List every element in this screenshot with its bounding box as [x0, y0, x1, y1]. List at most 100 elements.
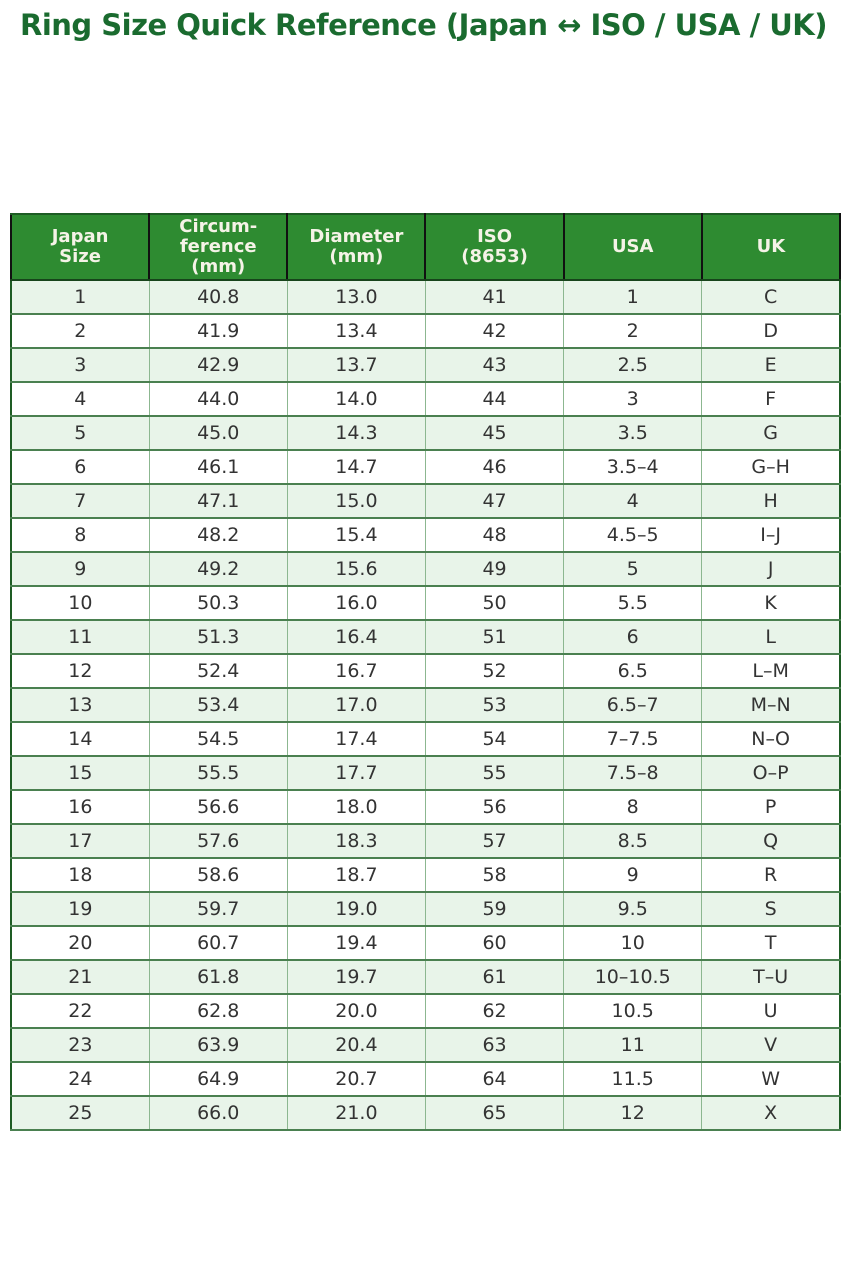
- cell-japan: 20: [10, 925, 150, 962]
- cell-uk: J: [701, 551, 841, 588]
- cell-diameter: 20.0: [286, 993, 426, 1030]
- cell-japan: 23: [10, 1027, 150, 1064]
- cell-circumference: 63.9: [148, 1027, 288, 1064]
- cell-circumference: 41.9: [148, 313, 288, 350]
- cell-japan: 3: [10, 347, 150, 384]
- cell-circumference: 60.7: [148, 925, 288, 962]
- cell-iso: 51: [424, 619, 565, 656]
- cell-circumference: 47.1: [148, 483, 288, 520]
- cell-uk: Q: [701, 823, 841, 860]
- cell-iso: 63: [424, 1027, 565, 1064]
- cell-japan: 8: [10, 517, 150, 554]
- cell-iso: 46: [424, 449, 565, 486]
- cell-iso: 55: [424, 755, 565, 792]
- cell-iso: 61: [424, 959, 565, 996]
- table-row: 23 63.9 20.4 63 11 V: [10, 1027, 841, 1064]
- table-row: 5 45.0 14.3 45 3.5 G: [10, 415, 841, 452]
- cell-usa: 10: [563, 925, 703, 962]
- cell-usa: 2.5: [563, 347, 703, 384]
- cell-uk: L–M: [701, 653, 841, 690]
- cell-uk: O–P: [701, 755, 841, 792]
- cell-uk: X: [701, 1095, 841, 1132]
- cell-diameter: 17.0: [286, 687, 426, 724]
- column-header-usa: USA: [562, 212, 703, 282]
- table-row: 21 61.8 19.7 61 10–10.5 T–U: [10, 959, 841, 996]
- cell-circumference: 58.6: [148, 857, 288, 894]
- cell-uk: K: [701, 585, 841, 622]
- cell-usa: 5.5: [563, 585, 703, 622]
- cell-iso: 64: [424, 1061, 565, 1098]
- cell-diameter: 14.3: [286, 415, 426, 452]
- cell-usa: 10–10.5: [563, 959, 703, 996]
- header-row: Japan Size Circum- ference (mm) Diameter (…: [9, 212, 842, 282]
- cell-uk: T–U: [701, 959, 841, 996]
- cell-iso: 49: [424, 551, 565, 588]
- table-row: 17 57.6 18.3 57 8.5 Q: [10, 823, 841, 860]
- cell-diameter: 14.7: [286, 449, 426, 486]
- cell-diameter: 18.0: [286, 789, 426, 826]
- cell-diameter: 16.7: [286, 653, 426, 690]
- cell-usa: 3: [563, 381, 703, 418]
- cell-japan: 25: [10, 1095, 150, 1132]
- cell-iso: 42: [424, 313, 565, 350]
- cell-circumference: 64.9: [148, 1061, 288, 1098]
- table-row: 15 55.5 17.7 55 7.5–8 O–P: [10, 755, 841, 792]
- cell-diameter: 18.3: [286, 823, 426, 860]
- cell-iso: 48: [424, 517, 565, 554]
- table-row: 6 46.1 14.7 46 3.5–4 G–H: [10, 449, 841, 486]
- column-header-iso: ISO (8653): [424, 212, 565, 282]
- cell-japan: 11: [10, 619, 150, 656]
- table-row: 16 56.6 18.0 56 8 P: [10, 789, 841, 826]
- column-header-circumference: Circum- ference (mm): [148, 212, 289, 282]
- cell-japan: 18: [10, 857, 150, 894]
- cell-uk: C: [701, 279, 841, 316]
- cell-iso: 60: [424, 925, 565, 962]
- cell-uk: S: [701, 891, 841, 928]
- cell-usa: 6: [563, 619, 703, 656]
- column-header-japan: Japan Size: [9, 212, 151, 282]
- cell-iso: 45: [424, 415, 565, 452]
- cell-circumference: 45.0: [148, 415, 288, 452]
- cell-diameter: 20.4: [286, 1027, 426, 1064]
- cell-circumference: 54.5: [148, 721, 288, 758]
- table-row: 20 60.7 19.4 60 10 T: [10, 925, 841, 962]
- cell-iso: 52: [424, 653, 565, 690]
- cell-circumference: 40.8: [148, 279, 288, 316]
- cell-iso: 41: [424, 279, 565, 316]
- cell-iso: 53: [424, 687, 565, 724]
- cell-diameter: 17.7: [286, 755, 426, 792]
- cell-diameter: 16.4: [286, 619, 426, 656]
- cell-usa: 8: [563, 789, 703, 826]
- cell-japan: 6: [10, 449, 150, 486]
- table-row: 10 50.3 16.0 50 5.5 K: [10, 585, 841, 622]
- cell-uk: H: [701, 483, 841, 520]
- table-row: 1 40.8 13.0 41 1 C: [10, 279, 841, 316]
- cell-diameter: 21.0: [286, 1095, 426, 1132]
- cell-japan: 22: [10, 993, 150, 1030]
- cell-uk: M–N: [701, 687, 841, 724]
- cell-japan: 7: [10, 483, 150, 520]
- cell-circumference: 52.4: [148, 653, 288, 690]
- table-row: 11 51.3 16.4 51 6 L: [10, 619, 841, 656]
- cell-usa: 10.5: [563, 993, 703, 1030]
- cell-usa: 7.5–8: [563, 755, 703, 792]
- cell-usa: 11: [563, 1027, 703, 1064]
- cell-iso: 43: [424, 347, 565, 384]
- cell-uk: D: [701, 313, 841, 350]
- cell-diameter: 19.0: [286, 891, 426, 928]
- cell-circumference: 42.9: [148, 347, 288, 384]
- cell-usa: 6.5–7: [563, 687, 703, 724]
- cell-usa: 6.5: [563, 653, 703, 690]
- table-row: 24 64.9 20.7 64 11.5 W: [10, 1061, 841, 1098]
- cell-diameter: 17.4: [286, 721, 426, 758]
- cell-diameter: 13.4: [286, 313, 426, 350]
- table-row: 14 54.5 17.4 54 7–7.5 N–O: [10, 721, 841, 758]
- table-row: 3 42.9 13.7 43 2.5 E: [10, 347, 841, 384]
- table-row: 22 62.8 20.0 62 10.5 U: [10, 993, 841, 1030]
- table-header: Japan Size Circum- ference (mm) Diameter (…: [9, 212, 842, 282]
- cell-circumference: 61.8: [148, 959, 288, 996]
- table-row: 9 49.2 15.6 49 5 J: [10, 551, 841, 588]
- cell-usa: 12: [563, 1095, 703, 1132]
- cell-japan: 2: [10, 313, 150, 350]
